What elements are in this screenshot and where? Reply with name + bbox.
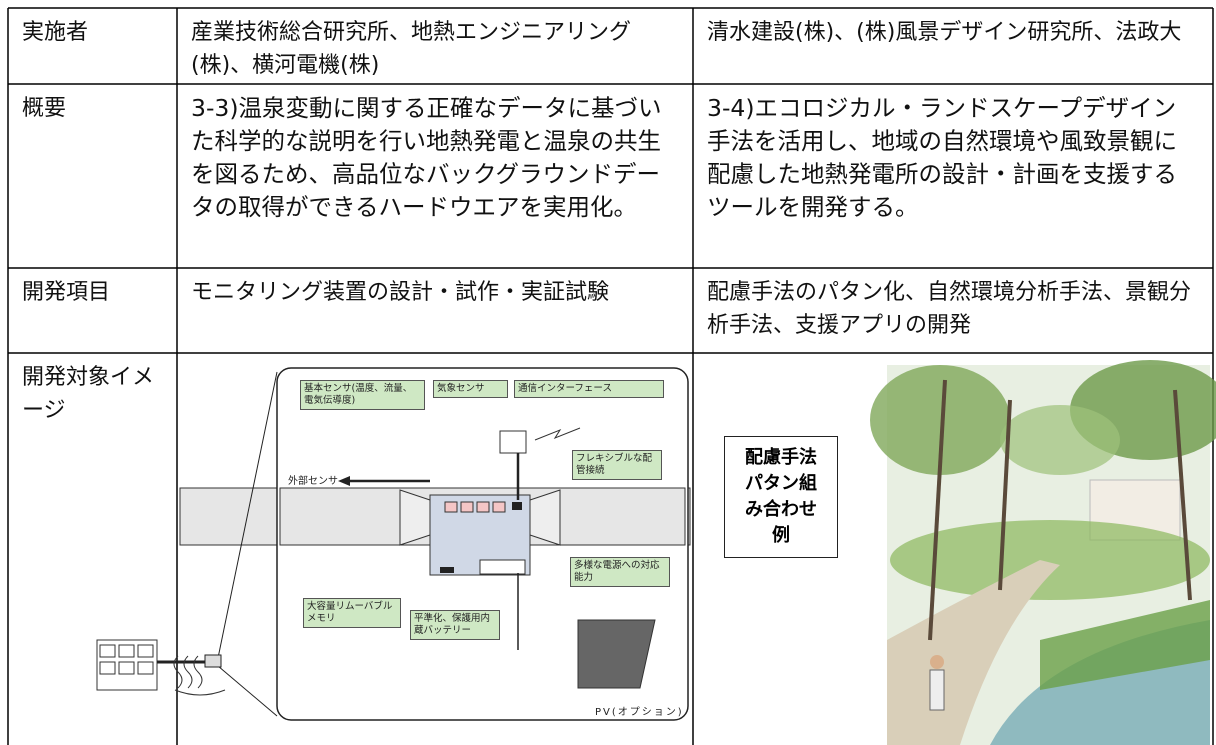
cell: 配慮手法のパタン化、自然環境分析手法、景観分析手法、支援アプリの開発 xyxy=(707,280,1192,338)
cell: 3-3)温泉変動に関する正確なデータに基づいた科学的な説明を行い地熱発電と温泉の… xyxy=(191,94,662,221)
illustration-caption: 配慮手法パタン組み合わせ例 xyxy=(724,436,838,558)
diagram-label: フレキシブルな配管接続 xyxy=(572,450,662,480)
row-header: 実施者 xyxy=(22,20,89,45)
device-diagram xyxy=(96,367,691,721)
landscape-illustration xyxy=(870,360,1216,745)
cell: 清水建設(株)、(株)風景デザイン研究所、法政大 xyxy=(707,20,1182,45)
diagram-label: 平準化、保護用内蔵バッテリー xyxy=(410,610,500,640)
diagram-label: 外部センサ xyxy=(288,476,338,487)
diagram-label: 基本センサ(温度、流量、電気伝導度) xyxy=(300,380,425,410)
diagram-label: 多様な電源への対応能力 xyxy=(570,557,670,587)
diagram-label: PV(オプション) xyxy=(595,707,684,718)
row-header: 開発項目 xyxy=(22,280,111,305)
row-header: 概要 xyxy=(22,96,67,121)
row-header: 開発対象イメージ xyxy=(22,365,155,423)
diagram-label: 通信インターフェース xyxy=(514,380,664,398)
cell: 産業技術総合研究所、地熱エンジニアリング(株)、横河電機(株) xyxy=(191,20,632,78)
diagram-label: 気象センサ xyxy=(433,380,508,398)
table-grid xyxy=(7,7,1214,745)
cell: 3-4)エコロジカル・ランドスケープデザイン手法を活用し、地域の自然環境や風致景… xyxy=(707,94,1177,221)
cell: モニタリング装置の設計・試作・実証試験 xyxy=(191,280,610,305)
diagram-label: 大容量リムーバブルメモリ xyxy=(303,598,401,628)
